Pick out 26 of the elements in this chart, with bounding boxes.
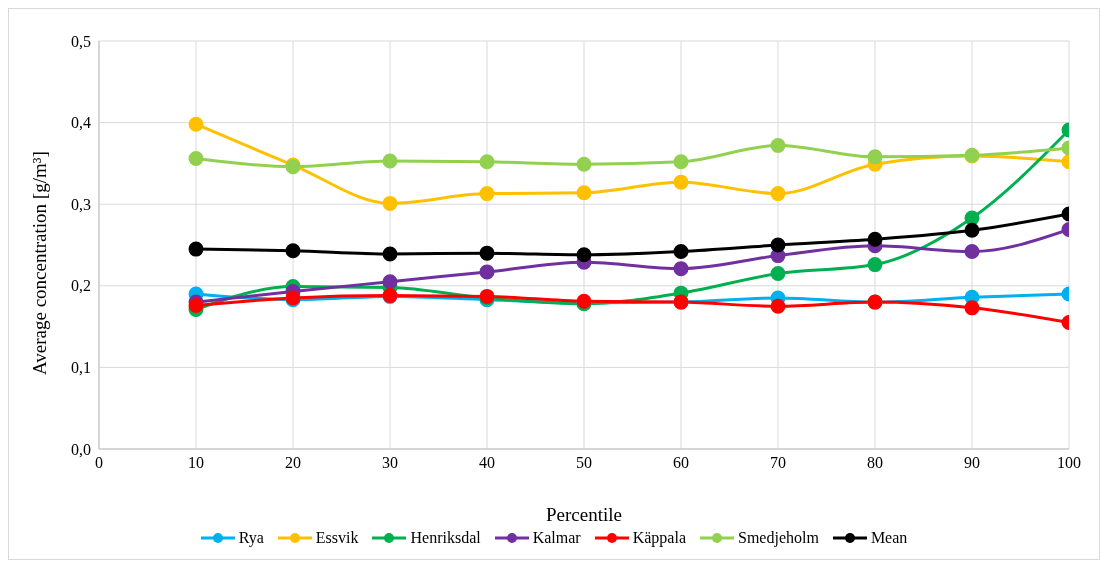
x-axis-title: Percentile	[546, 504, 622, 525]
legend-label: Käppala	[632, 529, 686, 547]
x-tick-label: 100	[1057, 454, 1081, 472]
x-tick-label: 90	[964, 454, 980, 472]
y-tick-label: 0,2	[71, 277, 91, 295]
legend-label: Mean	[870, 529, 908, 547]
x-tick-label: 50	[576, 454, 592, 472]
y-tick-label: 0,4	[71, 114, 91, 132]
legend-label: Smedjeholm	[737, 529, 819, 547]
legend-label: Rya	[238, 529, 264, 547]
y-tick-label: 0,1	[71, 359, 91, 377]
y-axis-title: Average concentration [g/m³]	[28, 151, 50, 375]
x-tick-label: 40	[479, 454, 495, 472]
x-tick-label: 0	[95, 454, 103, 472]
legend-label: Henriksdal	[410, 529, 481, 547]
x-tick-label: 10	[188, 454, 204, 472]
y-tick-label: 0,3	[71, 195, 91, 213]
y-tick-label: 0,0	[71, 440, 91, 458]
y-tick-label: 0,5	[71, 32, 91, 50]
x-tick-label: 80	[867, 454, 883, 472]
x-tick-label: 70	[770, 454, 786, 472]
x-tick-label: 20	[285, 454, 301, 472]
x-tick-label: 60	[673, 454, 689, 472]
legend-label: Essvik	[315, 529, 359, 547]
x-tick-label: 30	[382, 454, 398, 472]
legend-label: Kalmar	[532, 529, 581, 547]
